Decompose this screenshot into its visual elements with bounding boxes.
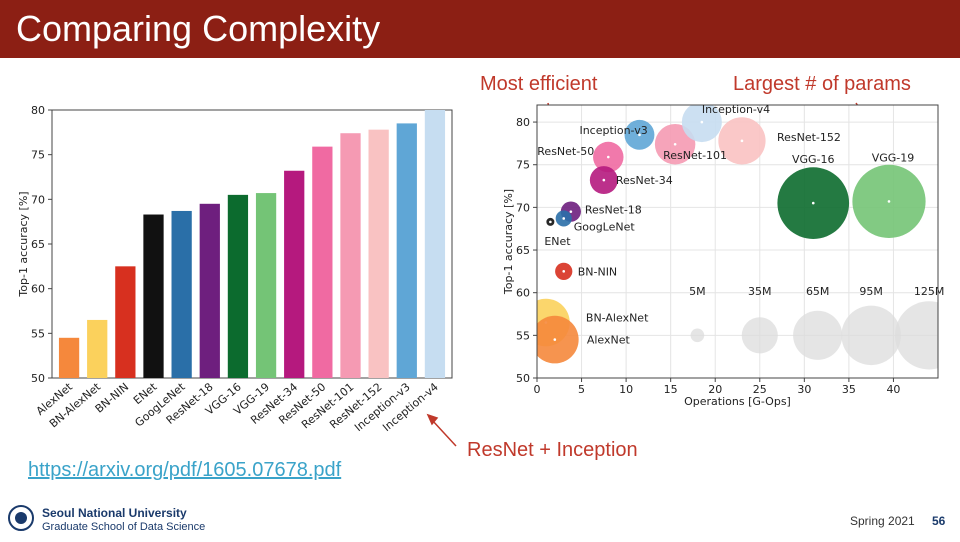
y-tick-label: 75 [516, 159, 530, 172]
bar [227, 194, 249, 378]
bar [424, 110, 446, 378]
y-tick-label: 65 [31, 238, 45, 251]
university-logo-icon [8, 505, 34, 531]
bar [87, 319, 108, 378]
bubble-label: BN-NIN [578, 265, 617, 278]
size-legend-label: 35M [748, 285, 772, 298]
bubble-label: Inception-v4 [702, 103, 770, 116]
y-tick-label: 55 [31, 327, 45, 340]
slide-title: Comparing Complexity [16, 8, 381, 49]
bar [340, 133, 361, 378]
size-legend-bubble [894, 301, 938, 370]
bar [143, 214, 164, 378]
bubble-label: ResNet-152 [777, 131, 841, 144]
y-tick-label: 75 [31, 149, 45, 162]
bubble-center [673, 142, 677, 146]
y-tick-label: 80 [516, 116, 530, 129]
y-tick-label: 60 [31, 283, 45, 296]
bubble-plot-area [537, 105, 960, 373]
bubble-label: VGG-19 [872, 151, 915, 164]
bubble-center [606, 155, 610, 159]
size-legend-bubble [741, 317, 778, 354]
bubble-center [569, 210, 573, 213]
bubble-chart-frame [536, 104, 939, 379]
bubble-label: ResNet-50 [537, 145, 594, 158]
bar [396, 123, 417, 379]
bubble-center [562, 217, 566, 220]
note-largest-params: Largest # of params [733, 73, 911, 95]
bubble-center [740, 139, 744, 143]
y-axis-label: Top-1 accuracy [%] [502, 189, 515, 295]
x-tick-label: 25 [753, 383, 767, 396]
bubble-chart: 5M35M65M95M125M155M051015202530354050556… [502, 103, 960, 408]
bar [171, 210, 192, 378]
y-tick-label: 60 [516, 287, 530, 300]
bubble-label: ENet [544, 235, 571, 248]
size-legend-bubble [793, 310, 843, 360]
x-tick-label: 40 [886, 383, 900, 396]
bubble-center [562, 270, 566, 273]
bar [312, 146, 333, 378]
y-tick-label: 80 [31, 104, 45, 117]
size-legend-label: 125M [914, 285, 945, 298]
bubble-center [638, 133, 641, 137]
bar [284, 170, 305, 378]
x-tick-label: 0 [534, 383, 541, 396]
bubble-label: Inception-v3 [579, 124, 647, 137]
bar [115, 266, 136, 378]
y-tick-label: 65 [516, 244, 530, 257]
title-bar: Comparing Complexity [0, 0, 960, 58]
bubble-label: GoogLeNet [574, 220, 636, 233]
x-tick-label: 30 [797, 383, 811, 396]
size-legend-label: 65M [806, 285, 830, 298]
bar [58, 337, 80, 378]
y-axis-label: Top-1 accuracy [%] [17, 191, 30, 297]
arrowhead-resnet-inception [426, 413, 439, 426]
footer-term: Spring 2021 [850, 514, 915, 528]
bar [368, 129, 389, 378]
y-tick-label: 70 [31, 193, 45, 206]
x-tick-label: 35 [842, 383, 856, 396]
paper-link[interactable]: https://arxiv.org/pdf/1605.07678.pdf [28, 459, 342, 481]
note-resnet-inception: ResNet + Inception [467, 439, 638, 461]
y-tick-label: 70 [516, 201, 530, 214]
size-legend-bubble [690, 328, 705, 343]
bubble [681, 105, 722, 143]
bar [255, 193, 277, 378]
size-legend-bubble [945, 297, 960, 373]
arrow-resnet-inception [431, 419, 457, 447]
x-tick-label: 10 [619, 383, 633, 396]
bubble-label: ResNet-18 [585, 204, 642, 217]
y-tick-label: 50 [31, 372, 45, 385]
x-tick-label: 5 [578, 383, 585, 396]
y-tick-label: 50 [516, 372, 530, 385]
bubble-center [700, 120, 704, 124]
footer-school: Graduate School of Data Science [42, 521, 206, 533]
bubble-center [602, 178, 606, 182]
bubble-label: VGG-16 [792, 153, 835, 166]
x-tick-label: 20 [708, 383, 722, 396]
bubble-label: BN-AlexNet [586, 312, 649, 325]
size-legend-label: 95M [859, 285, 883, 298]
size-legend-bubble [841, 305, 901, 366]
bubble-center [887, 200, 891, 203]
page-number: 56 [932, 514, 946, 528]
x-tick-label: 15 [664, 383, 678, 396]
size-legend-label: 5M [689, 285, 706, 298]
y-tick-label: 55 [516, 329, 530, 342]
bubble-center [549, 220, 552, 224]
bubble-center [553, 338, 557, 341]
bar [199, 203, 220, 378]
note-most-efficient: Most efficient [480, 73, 598, 95]
bubble-center [811, 201, 815, 205]
footer-university: Seoul National University [42, 506, 187, 520]
x-axis-label: Operations [G-Ops] [684, 395, 791, 408]
bar-chart-frame [51, 109, 453, 379]
bubble-label: ResNet-34 [616, 174, 673, 187]
bubble [537, 315, 579, 364]
bubble-label: ResNet-101 [663, 149, 727, 162]
bubble-label: AlexNet [587, 334, 631, 347]
